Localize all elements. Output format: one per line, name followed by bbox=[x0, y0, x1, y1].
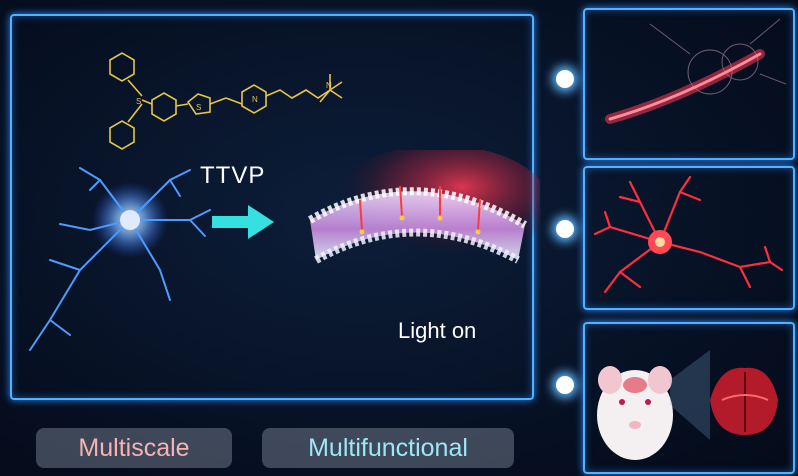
svg-text:N: N bbox=[252, 95, 258, 104]
panel-mouse-brain bbox=[583, 322, 795, 474]
single-neuron-red-stain-icon bbox=[593, 175, 784, 294]
multiscale-label: Multiscale bbox=[36, 428, 232, 468]
cyan-arrow-icon bbox=[212, 205, 274, 239]
multifunctional-label: Multifunctional bbox=[262, 428, 514, 468]
svg-text:S: S bbox=[136, 97, 141, 106]
connector-dot-2 bbox=[556, 220, 574, 238]
membrane-caption: Light on bbox=[398, 318, 477, 343]
mouse-brain-imaging-icon bbox=[597, 350, 778, 460]
ttvp-molecule-structure-icon: S S N N bbox=[109, 52, 343, 150]
molecule-name: TTVP bbox=[200, 162, 266, 189]
neuron-axon-red-stain-icon bbox=[605, 18, 786, 124]
blue-neuron-icon bbox=[29, 167, 211, 351]
connector-dot-1 bbox=[556, 70, 574, 88]
connector-dot-3 bbox=[556, 376, 574, 394]
cell-membrane-icon bbox=[308, 150, 540, 265]
panel-single-neuron bbox=[583, 166, 795, 310]
svg-text:N: N bbox=[326, 81, 332, 90]
panel-neuron-axon bbox=[583, 8, 795, 160]
svg-text:S: S bbox=[196, 103, 201, 112]
